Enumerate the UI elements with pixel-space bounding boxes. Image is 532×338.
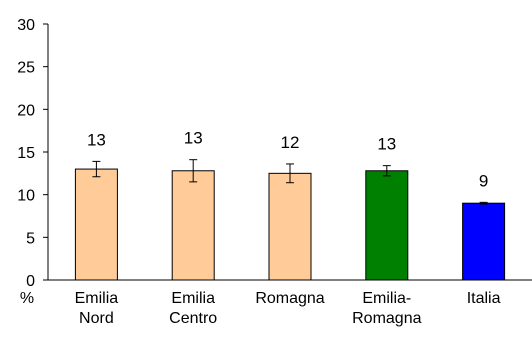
data-label: 13 bbox=[184, 129, 203, 148]
category-label: Italia bbox=[467, 290, 501, 307]
category-label: Emilia bbox=[171, 290, 215, 307]
category-label: Emilia bbox=[75, 290, 119, 307]
y-tick-label: 5 bbox=[26, 230, 35, 247]
category-label: Emilia- bbox=[362, 290, 411, 307]
data-label: 9 bbox=[479, 171, 488, 190]
bar bbox=[171, 170, 215, 281]
data-label: 13 bbox=[377, 135, 396, 154]
category-label: Centro bbox=[169, 310, 217, 327]
bar bbox=[462, 202, 506, 281]
data-labels-group: 13 13 12 13 9 bbox=[87, 129, 488, 191]
y-axis-unit-label: % bbox=[20, 290, 34, 307]
bar bbox=[74, 168, 118, 281]
error-bars-group bbox=[92, 159, 488, 205]
y-tick-label: 30 bbox=[17, 17, 35, 34]
data-label: 12 bbox=[281, 133, 300, 152]
bars-group bbox=[74, 168, 506, 281]
y-tick-label: 20 bbox=[17, 102, 35, 119]
category-label: Nord bbox=[79, 310, 114, 327]
y-tick-label: 0 bbox=[26, 273, 35, 290]
y-axis-ticks: 0 5 10 15 20 25 30 bbox=[17, 17, 48, 290]
category-label: Romagna bbox=[352, 310, 421, 327]
y-tick-label: 25 bbox=[17, 60, 35, 77]
y-tick-label: 15 bbox=[17, 145, 35, 162]
category-label: Romagna bbox=[255, 290, 324, 307]
bar bbox=[365, 170, 409, 281]
y-tick-label: 10 bbox=[17, 188, 35, 205]
category-labels-group: Emilia Nord Emilia Centro Romagna Emilia- Roma… bbox=[75, 290, 501, 327]
bar bbox=[268, 172, 312, 281]
data-label: 13 bbox=[87, 130, 106, 149]
